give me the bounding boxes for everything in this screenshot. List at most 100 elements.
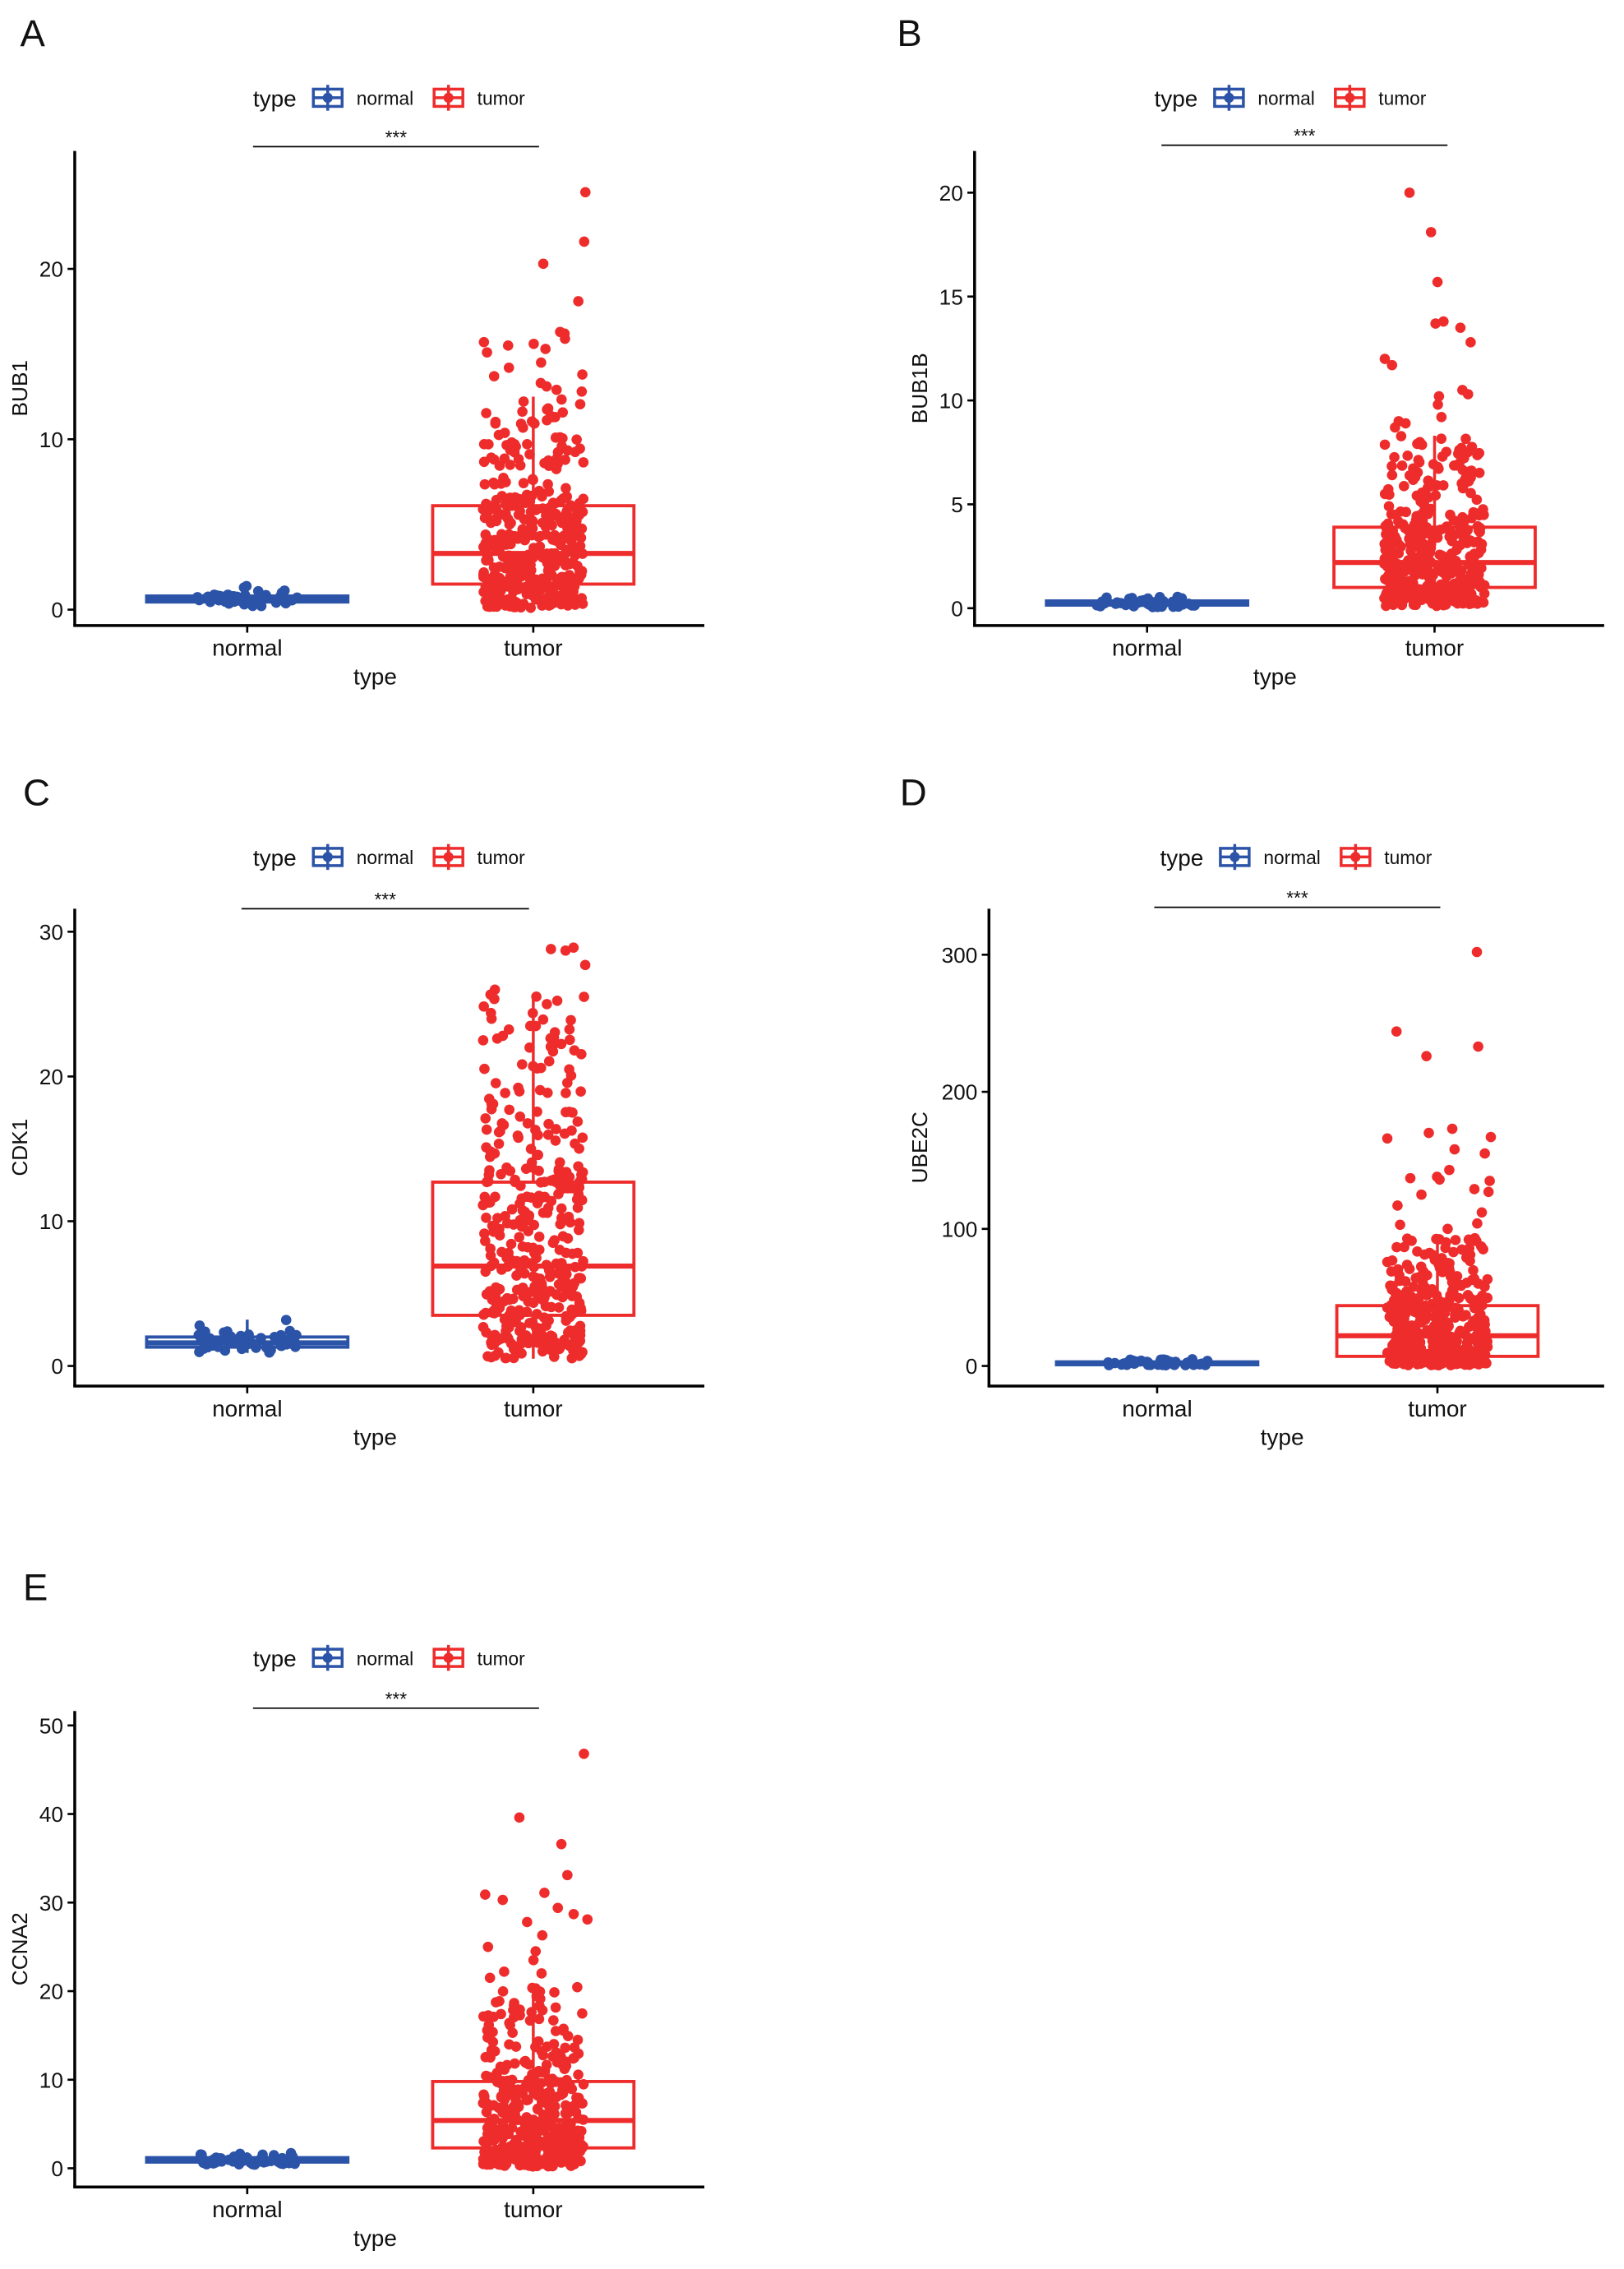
data-point <box>490 541 501 552</box>
data-point <box>562 2108 574 2119</box>
data-point <box>280 1315 292 1325</box>
data-point <box>577 1132 588 1144</box>
legend-title: type <box>253 1646 297 1671</box>
data-point <box>564 1287 575 1299</box>
outlier-point <box>530 1946 542 1957</box>
x-axis-title: type <box>353 664 397 690</box>
outlier-point <box>546 944 556 954</box>
data-point <box>511 559 523 570</box>
data-point <box>1471 494 1483 506</box>
data-point <box>1474 467 1485 478</box>
data-point <box>1142 593 1154 604</box>
data-point <box>1142 1359 1154 1370</box>
data-point <box>1459 515 1470 527</box>
data-point <box>1119 1358 1129 1369</box>
tumor-legend-key-icon <box>1340 843 1372 871</box>
data-point <box>1415 1261 1427 1273</box>
data-point <box>543 1056 555 1067</box>
outlier-point <box>579 187 591 198</box>
data-point <box>489 993 500 1005</box>
outlier-point <box>482 1941 494 1952</box>
legend: type normal tumor <box>1160 843 1433 871</box>
data-point <box>567 557 579 568</box>
data-point <box>221 592 232 603</box>
legend: type normal tumor <box>253 1644 525 1671</box>
data-point <box>1445 509 1456 520</box>
data-point <box>578 2079 589 2090</box>
data-point <box>1437 599 1449 611</box>
y-tick-label: 300 <box>942 943 978 968</box>
data-point <box>550 1135 561 1146</box>
significance-label: *** <box>385 127 408 148</box>
data-point <box>567 573 579 584</box>
data-point <box>1396 541 1406 552</box>
y-axis-title: CCNA2 <box>7 1912 32 1985</box>
panel-label: D <box>900 771 927 813</box>
legend-label-tumor: tumor <box>1378 88 1427 109</box>
data-point <box>1476 507 1487 519</box>
data-point <box>541 2059 552 2071</box>
data-point <box>508 1352 519 1364</box>
data-point <box>562 1183 573 1194</box>
series-normal <box>145 580 350 612</box>
normal-key-dot <box>322 852 333 862</box>
data-point <box>528 418 540 429</box>
legend-label-normal: normal <box>357 847 413 868</box>
data-point <box>481 2138 492 2150</box>
outlier-point <box>1404 187 1415 198</box>
data-point <box>489 1350 501 1361</box>
data-point <box>1446 585 1457 597</box>
data-point <box>512 1130 524 1141</box>
data-point <box>537 1014 549 1025</box>
data-point <box>1382 1256 1393 1268</box>
data-point <box>485 1243 496 1255</box>
y-tick-label: 15 <box>939 284 963 309</box>
data-point <box>1482 1292 1493 1304</box>
data-point <box>1412 438 1423 450</box>
y-tick-label: 0 <box>51 2156 63 2181</box>
data-point <box>524 1042 535 1053</box>
data-point <box>514 460 526 471</box>
significance-label: *** <box>385 1688 408 1709</box>
data-point <box>505 1305 517 1316</box>
outlier-point <box>528 1955 539 1966</box>
data-point <box>520 1330 532 1341</box>
data-point <box>561 491 573 502</box>
data-point <box>1465 1255 1475 1267</box>
outlier-point <box>1421 1051 1432 1062</box>
data-point <box>492 2124 504 2136</box>
data-point <box>1440 1242 1451 1254</box>
data-point <box>499 2064 510 2075</box>
data-point <box>533 485 545 497</box>
data-point <box>481 2106 492 2118</box>
data-point <box>556 2142 568 2154</box>
data-point <box>558 530 570 542</box>
data-point <box>532 1309 542 1319</box>
data-point <box>1170 597 1180 608</box>
outlier-point <box>568 1908 579 1920</box>
outlier-point <box>514 1812 525 1823</box>
data-point <box>575 1086 586 1097</box>
x-axis-title: type <box>1261 1425 1304 1450</box>
outlier-point <box>579 991 589 1002</box>
normal-key-dot <box>322 1652 333 1663</box>
outlier-point <box>1391 1026 1402 1037</box>
data-point <box>1472 450 1483 460</box>
tumor-key-dot <box>1345 92 1355 104</box>
data-point <box>285 2147 297 2159</box>
data-point <box>510 2058 520 2069</box>
data-point <box>1469 1300 1481 1311</box>
data-point <box>520 566 531 576</box>
outlier-point <box>1405 1172 1416 1184</box>
data-point <box>1479 1349 1491 1361</box>
data-point <box>1389 1295 1400 1305</box>
data-point <box>535 1994 546 2004</box>
data-point <box>554 2153 565 2165</box>
data-point <box>479 478 491 490</box>
data-point <box>573 1189 584 1199</box>
data-point <box>563 2123 574 2135</box>
data-point <box>550 535 561 546</box>
data-point <box>235 1334 246 1345</box>
data-point <box>1427 1250 1438 1260</box>
data-point <box>248 598 260 608</box>
